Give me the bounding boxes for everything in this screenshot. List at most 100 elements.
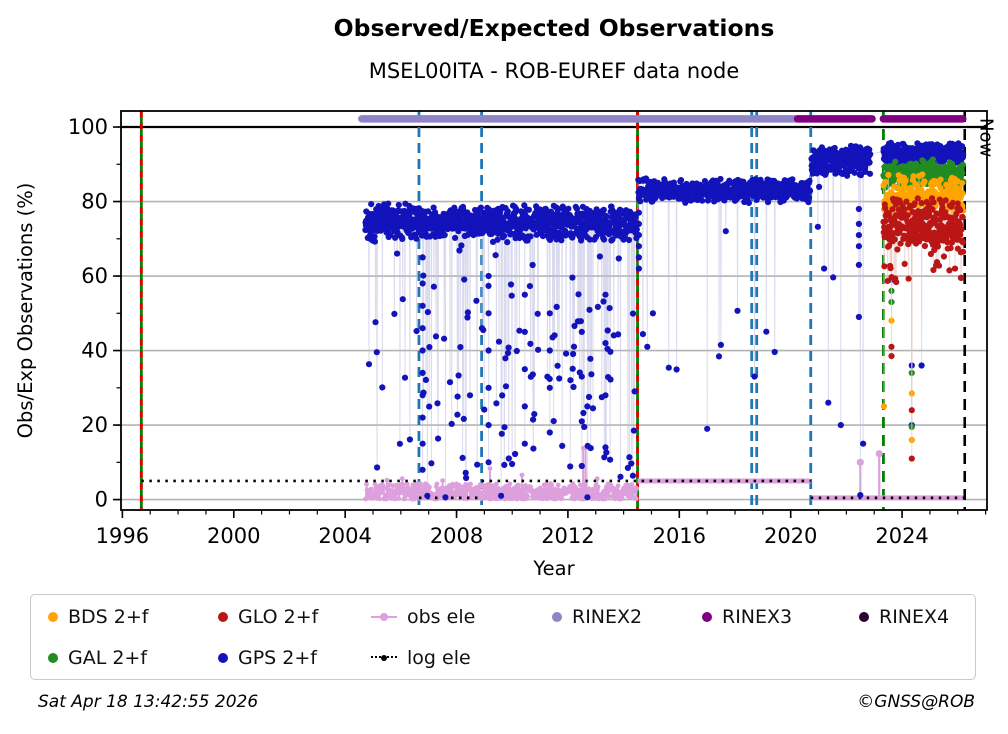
gps-point <box>606 305 613 312</box>
gps-point <box>601 454 608 461</box>
gps-point <box>577 318 585 325</box>
gps-point <box>745 199 753 206</box>
gps-point <box>521 328 528 335</box>
glo-point <box>940 253 948 260</box>
gps-point <box>602 291 609 298</box>
gps-point <box>559 442 566 449</box>
gps-point <box>600 236 608 243</box>
gps-point <box>502 355 509 362</box>
gps-point <box>387 232 394 239</box>
bds-point <box>919 171 926 178</box>
gps-point <box>457 344 464 351</box>
obs-ele-point <box>633 496 639 502</box>
gps-point <box>422 376 429 383</box>
obs-ele-point <box>568 489 574 495</box>
x-tick-label: 2004 <box>318 524 371 548</box>
gps-point <box>715 353 723 360</box>
glo-point <box>882 218 889 225</box>
obs-ele-point <box>578 482 583 488</box>
gps-point <box>567 463 574 470</box>
gps-point <box>571 322 578 330</box>
obs-ele-point <box>630 493 636 499</box>
obs-ele-point <box>615 483 621 489</box>
obs-ele-point <box>559 496 565 501</box>
obs-ele-point <box>583 481 588 487</box>
gps-point <box>461 276 468 283</box>
obs-ele-point <box>417 481 423 487</box>
y-tick-label: 40 <box>81 339 108 363</box>
gps-point <box>385 200 392 207</box>
y-tick-label: 60 <box>81 264 108 288</box>
glo-point <box>881 263 888 270</box>
gps-point <box>569 274 576 281</box>
glo-point <box>908 407 915 414</box>
gps-point <box>837 422 844 429</box>
gps-point <box>584 494 591 501</box>
obs-ele-point <box>606 493 612 499</box>
gps-point <box>512 205 520 212</box>
gal-point <box>959 170 966 177</box>
legend-marker-dot <box>859 611 869 622</box>
legend-label: GLO 2+f <box>238 605 319 628</box>
gps-point <box>535 346 542 353</box>
y-tick-label: 80 <box>81 190 108 214</box>
legend-marker-dot <box>218 611 228 622</box>
gps-point <box>855 232 863 239</box>
gps-point <box>546 384 553 391</box>
gps-point <box>526 283 534 290</box>
gps-point <box>521 291 528 298</box>
gps-point <box>480 326 487 334</box>
gps-point <box>575 291 582 298</box>
gps-point <box>587 355 594 362</box>
obs-ele-point <box>431 491 436 497</box>
obs-ele-point <box>507 481 513 487</box>
legend-label: BDS 2+f <box>68 605 149 628</box>
gps-point <box>602 392 609 399</box>
gps-point <box>615 255 622 262</box>
legend-marker-dotted-line <box>371 652 397 664</box>
gps-point <box>396 440 403 447</box>
glo-point <box>957 231 964 238</box>
bds-point <box>937 176 944 183</box>
glo-point <box>947 245 954 252</box>
x-tick-label: 2016 <box>653 524 706 548</box>
gps-point <box>626 454 633 461</box>
obs-ele-point <box>634 486 640 491</box>
obs-ele-point <box>549 482 555 488</box>
gps-point <box>569 365 576 372</box>
legend-item-glo-2-f: GLO 2+f <box>218 606 371 628</box>
glo-point <box>901 206 908 213</box>
legend-label: obs ele <box>407 605 476 628</box>
glo-point <box>888 353 895 360</box>
legend-item-rinex2: RINEX2 <box>552 606 702 628</box>
obs-ele-point <box>440 478 445 483</box>
gps-point <box>458 242 465 249</box>
gps-point <box>504 208 511 215</box>
gps-point <box>448 420 455 427</box>
gps-point <box>587 445 594 452</box>
gps-point <box>529 261 536 269</box>
glo-point <box>887 265 894 272</box>
x-tick-label: 2008 <box>430 524 483 548</box>
gps-point <box>434 400 441 407</box>
gps-point <box>580 409 587 417</box>
gps-point <box>419 254 426 261</box>
gps-point <box>401 374 409 381</box>
gps-point <box>589 405 597 412</box>
chart-subtitle: MSEL00ITA - ROB-EUREF data node <box>368 59 740 83</box>
gps-point <box>602 340 609 347</box>
gps-point <box>635 243 643 250</box>
glo-point <box>891 236 898 243</box>
gps-point <box>867 151 874 158</box>
gps-point <box>866 159 873 166</box>
gps-point <box>452 234 459 241</box>
obs-ele-point <box>364 481 369 487</box>
obs-ele-point <box>519 472 525 478</box>
obs-ele-point <box>384 477 390 483</box>
gps-point <box>485 310 492 317</box>
gps-point <box>466 392 474 399</box>
gps-point <box>419 369 426 376</box>
gps-point <box>456 247 463 254</box>
obs-ele-point <box>377 496 382 502</box>
gps-point <box>734 307 741 314</box>
